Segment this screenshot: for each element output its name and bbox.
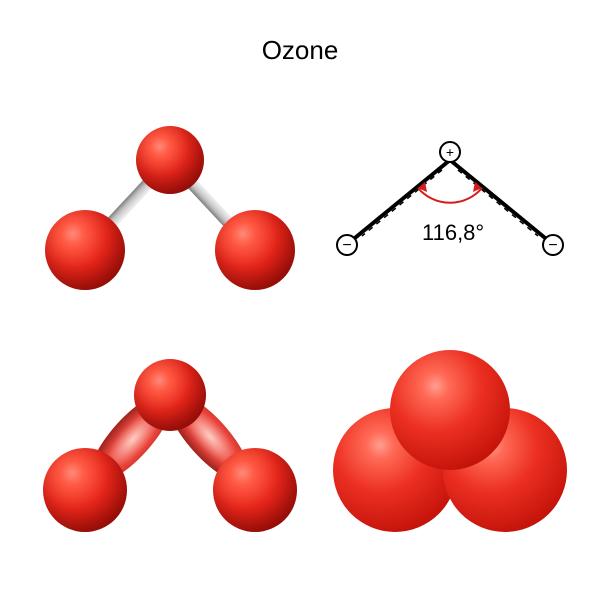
bond-angle-label: 116,8° <box>422 220 484 246</box>
model-ball-and-stick <box>40 120 300 310</box>
atom-center <box>136 126 204 194</box>
page-title: Ozone <box>0 35 600 66</box>
model-bond-angle-diagram: + − − 116,8° <box>330 130 570 300</box>
angle-arc <box>418 188 482 203</box>
model-blended <box>40 350 300 550</box>
model-space-filling <box>330 350 570 550</box>
angle-svg: + − − <box>330 130 570 300</box>
charge-minus-left-symbol: − <box>342 237 351 254</box>
charge-plus-symbol: + <box>446 144 454 160</box>
atom-left <box>45 210 125 290</box>
atom-center <box>134 359 206 431</box>
charge-minus-right-symbol: − <box>548 237 557 254</box>
atom-right <box>213 448 297 532</box>
atom-left <box>43 448 127 532</box>
atom-right <box>215 210 295 290</box>
sf-atom-center <box>390 350 510 470</box>
